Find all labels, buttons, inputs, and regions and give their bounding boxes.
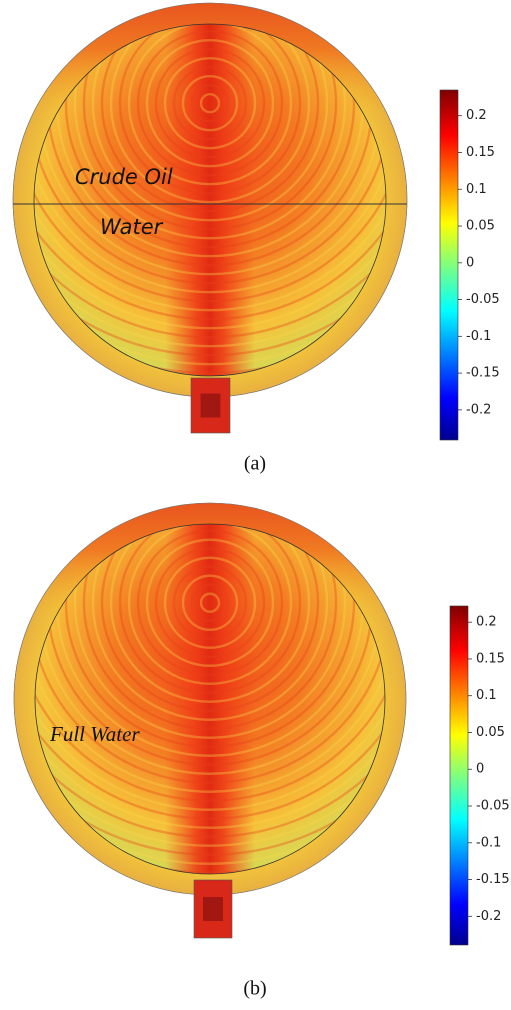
ripple <box>73 524 347 739</box>
ripple <box>118 524 302 694</box>
ripple <box>35 524 385 856</box>
ripple <box>199 92 221 114</box>
ripple <box>64 24 356 249</box>
ripple <box>181 574 239 631</box>
ripple <box>34 24 386 339</box>
jet-column <box>165 24 255 376</box>
ripple <box>190 583 230 622</box>
ripple <box>172 65 248 141</box>
colorbar-tick-label: -0.2 <box>466 402 491 417</box>
colorbar <box>439 89 459 441</box>
colorbar-tick-label: -0.1 <box>476 835 501 850</box>
ripple <box>181 74 239 132</box>
ripple <box>118 24 302 195</box>
region-label: Water <box>100 215 164 239</box>
ripple <box>91 24 329 222</box>
ripple <box>136 529 284 676</box>
ripple <box>34 24 386 348</box>
field-detail <box>35 524 385 874</box>
ripple <box>34 24 386 321</box>
ripple <box>190 83 230 123</box>
ripple <box>145 38 275 168</box>
ripple <box>136 29 284 177</box>
ripple <box>34 24 386 366</box>
ripple <box>127 24 293 186</box>
colorbar-tick-label: 0 <box>466 255 474 270</box>
colorbar-tick-label: -0.1 <box>466 329 491 344</box>
ripple <box>73 24 347 240</box>
colorbar-tick-label: 0.15 <box>466 145 495 160</box>
colorbar-tick-label: 0.2 <box>476 615 497 630</box>
transducer-core <box>200 393 221 418</box>
colorbar-tick-label: 0.2 <box>466 108 487 123</box>
ripple <box>199 592 221 613</box>
ripple <box>100 24 320 213</box>
colorbar <box>449 605 469 946</box>
colorbar-tick-label: 0.05 <box>476 725 505 740</box>
ripple <box>35 524 385 847</box>
ripple <box>91 524 329 721</box>
ripple <box>154 547 266 658</box>
ripple <box>35 524 385 874</box>
ripple <box>172 565 248 640</box>
colorbar-tick-label: -0.05 <box>476 799 510 814</box>
colorbar-tick-label: 0.15 <box>476 651 505 666</box>
caption: (a) <box>244 453 266 475</box>
inner-wall <box>33 23 387 377</box>
ripple <box>163 556 257 649</box>
region-label: Full Water <box>49 722 140 746</box>
ripple <box>109 24 311 204</box>
ripple <box>35 524 385 820</box>
ripple <box>35 524 385 865</box>
colorbar-tick-label: 0.1 <box>476 688 497 703</box>
ripple <box>64 524 356 748</box>
colorbar-tick-label: 0.05 <box>466 219 495 234</box>
ripple <box>35 524 385 838</box>
ripple <box>34 24 386 285</box>
ripple <box>163 56 257 150</box>
ripple <box>35 524 385 811</box>
region-label: Crude Oil <box>75 165 173 189</box>
colorbar-tick-label: -0.2 <box>476 909 501 924</box>
colorbar-tick-label: -0.15 <box>466 366 500 381</box>
ripple <box>34 24 386 375</box>
ripple <box>34 24 386 312</box>
jet-column <box>165 524 255 874</box>
ripple <box>35 524 385 802</box>
ripple <box>109 524 311 703</box>
colorbar-tick-label: 0.1 <box>466 182 487 197</box>
panel: Crude Oil Water (a) 0.2 0.15 0.1 0.05 0 -0.05 -0.… <box>12 2 500 475</box>
colorbar-tick-label: -0.05 <box>466 292 500 307</box>
ripple <box>34 24 386 330</box>
ripple <box>82 24 338 231</box>
ripple <box>34 24 386 357</box>
ripple <box>35 524 385 793</box>
panel: Full Water (b) 0.2 0.15 0.1 0.05 0 -0.05 -0.1 -0.… <box>13 502 510 1000</box>
inner-wall <box>34 523 386 875</box>
ripple <box>35 524 385 829</box>
transducer-core <box>203 897 223 921</box>
colorbar-tick-label: 0 <box>476 762 484 777</box>
colorbar-tick-label: -0.15 <box>476 872 510 887</box>
ripple <box>145 538 275 667</box>
caption: (b) <box>243 978 266 1000</box>
ripple <box>35 524 385 784</box>
ripple <box>82 524 338 730</box>
ripple <box>34 24 386 294</box>
ripple <box>100 524 320 712</box>
ripple <box>127 524 293 685</box>
ripple <box>154 47 266 159</box>
ripple <box>34 24 386 303</box>
